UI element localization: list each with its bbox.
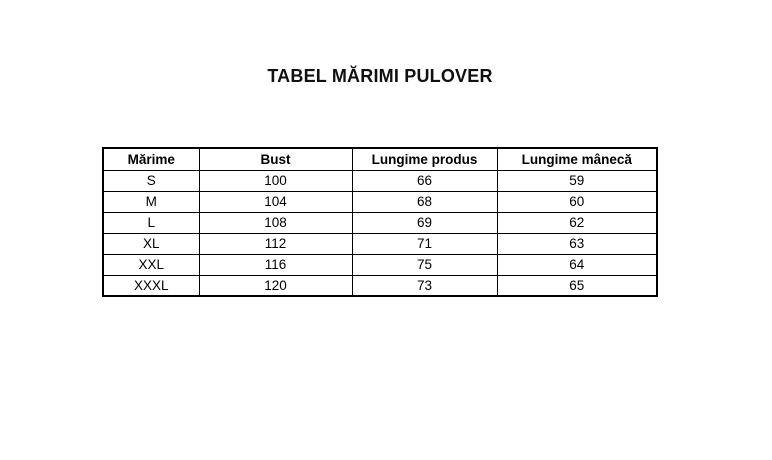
table-cell: XXXL [102, 274, 200, 297]
size-table-body: S 100 66 59 M 104 68 60 L 108 69 62 XL 112 71 63 XXL 116 7… [102, 169, 658, 297]
table-row: L 108 69 62 [102, 211, 658, 234]
table-cell: 75 [351, 253, 498, 276]
table-cell: 63 [496, 232, 658, 255]
table-cell: 60 [496, 190, 658, 213]
column-header-lungime-produs: Lungime produs [351, 147, 498, 171]
table-row: XXXL 120 73 65 [102, 274, 658, 297]
table-cell: 68 [351, 190, 498, 213]
table-cell: 108 [198, 211, 353, 234]
size-table-header: Mărime Bust Lungime produs Lungime mânec… [102, 147, 658, 171]
table-row: S 100 66 59 [102, 169, 658, 192]
table-cell: 62 [496, 211, 658, 234]
size-table: Mărime Bust Lungime produs Lungime mânec… [102, 147, 658, 297]
column-header-lungime-maneca: Lungime mânecă [496, 147, 658, 171]
table-cell: 65 [496, 274, 658, 297]
table-cell: 120 [198, 274, 353, 297]
table-row: XXL 116 75 64 [102, 253, 658, 276]
table-cell: 104 [198, 190, 353, 213]
table-cell: 64 [496, 253, 658, 276]
table-cell: 66 [351, 169, 498, 192]
table-cell: XXL [102, 253, 200, 276]
table-cell: 59 [496, 169, 658, 192]
table-cell: 73 [351, 274, 498, 297]
table-row: M 104 68 60 [102, 190, 658, 213]
table-cell: 100 [198, 169, 353, 192]
table-cell: 69 [351, 211, 498, 234]
table-cell: 112 [198, 232, 353, 255]
table-cell: 116 [198, 253, 353, 276]
header-row: Mărime Bust Lungime produs Lungime mânec… [102, 147, 658, 171]
table-cell: 71 [351, 232, 498, 255]
table-cell: M [102, 190, 200, 213]
table-cell: S [102, 169, 200, 192]
table-cell: XL [102, 232, 200, 255]
table-cell: L [102, 211, 200, 234]
page-title: TABEL MĂRIMI PULOVER [267, 66, 493, 86]
table-row: XL 112 71 63 [102, 232, 658, 255]
column-header-bust: Bust [198, 147, 353, 171]
column-header-marime: Mărime [102, 147, 200, 171]
